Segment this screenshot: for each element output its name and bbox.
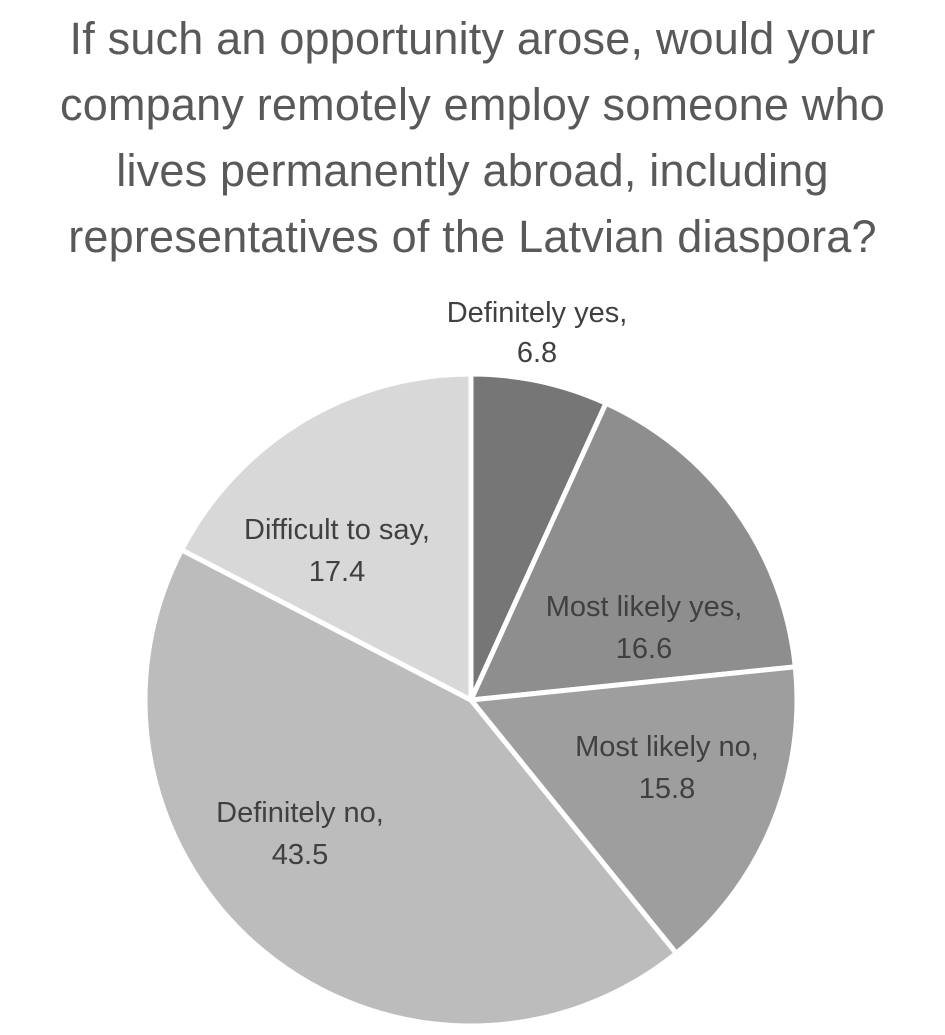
pie-slice-1 (466, 399, 799, 703)
pie-slice-category-3: Definitely no, (216, 797, 384, 829)
pie-slice-2 (466, 664, 800, 957)
pie-slice-label-0: Definitely yes, 6.8 (447, 297, 628, 369)
pie-slice-label-3: Definitely no, 43.5 (216, 797, 384, 871)
pie-slice-category-1: Most likely yes, (546, 591, 743, 623)
pie-slice-4 (178, 371, 474, 705)
pie-slices (142, 371, 800, 1029)
chart-title: If such an opportunity arose, would your… (0, 6, 945, 270)
pie-slice-category-2: Most likely no, (575, 731, 759, 763)
pie-slice-value-2: 15.8 (639, 773, 695, 805)
pie-slice-category-4: Difficult to say, (244, 514, 430, 546)
pie-slice-label-1: Most likely yes, 16.6 (546, 591, 743, 665)
pie-slice-0 (468, 371, 610, 702)
pie-slice-label-4: Difficult to say, 17.4 (244, 514, 430, 588)
chart-title-line-1: If such an opportunity arose, would your (69, 13, 876, 64)
pie-slice-value-4: 17.4 (309, 556, 365, 588)
chart-title-line-3: lives permanently abroad, including (116, 145, 829, 196)
pie-slice-label-2: Most likely no, 15.8 (575, 731, 759, 805)
chart-title-line-4: representatives of the Latvian diaspora? (68, 211, 877, 262)
pie-slice-3 (142, 546, 680, 1029)
pie-slice-value-3: 43.5 (272, 839, 328, 871)
chart-title-line-2: company remotely employ someone who (60, 79, 885, 130)
pie-slice-value-0: 6.8 (517, 337, 557, 369)
pie-slice-category-0: Definitely yes, (447, 297, 628, 329)
pie-slice-value-1: 16.6 (616, 633, 672, 665)
